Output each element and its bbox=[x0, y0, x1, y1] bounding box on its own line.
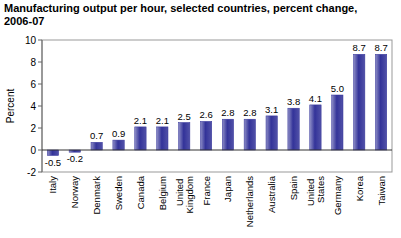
y-axis-label: Percent bbox=[5, 89, 16, 124]
data-label: -0.5 bbox=[45, 157, 61, 168]
x-tick-label: Australia bbox=[266, 175, 277, 213]
data-label: 2.8 bbox=[243, 107, 256, 118]
y-tick bbox=[38, 172, 42, 173]
data-label: 2.1 bbox=[156, 115, 169, 126]
bar bbox=[222, 119, 233, 150]
data-label: -0.2 bbox=[67, 153, 83, 164]
x-tick-label: France bbox=[201, 176, 212, 206]
bar bbox=[91, 142, 102, 150]
data-label: 2.8 bbox=[221, 107, 234, 118]
y-tick-label: 10 bbox=[25, 35, 37, 46]
x-tick-label: Sweden bbox=[113, 176, 124, 210]
x-tick-label: Denmark bbox=[91, 176, 102, 215]
x-tick-label: Japan bbox=[222, 176, 233, 202]
data-label: 3.8 bbox=[287, 96, 300, 107]
data-label: 2.5 bbox=[178, 111, 191, 122]
zero-line bbox=[42, 150, 392, 151]
y-tick bbox=[38, 106, 42, 107]
bar bbox=[375, 54, 386, 150]
x-tick-label: United Kingdom bbox=[174, 176, 195, 214]
y-tick bbox=[38, 128, 42, 129]
data-label: 5.0 bbox=[331, 83, 344, 94]
bar bbox=[47, 150, 58, 156]
x-tick-label: Korea bbox=[354, 175, 365, 201]
title: Manufacturing output per hour, selected … bbox=[4, 2, 357, 27]
data-label: 0.7 bbox=[90, 130, 103, 141]
x-tick-label: United States bbox=[305, 176, 326, 206]
data-label: 8.7 bbox=[374, 42, 387, 53]
data-label: 3.1 bbox=[265, 104, 278, 115]
y-tick bbox=[38, 84, 42, 85]
y-tick bbox=[38, 62, 42, 63]
plot-frame bbox=[42, 40, 392, 172]
y-tick-label: -2 bbox=[27, 167, 36, 178]
y-tick-label: 4 bbox=[30, 101, 36, 112]
x-tick-label: Spain bbox=[288, 176, 299, 200]
bar bbox=[200, 121, 211, 150]
y-tick-label: 8 bbox=[30, 57, 36, 68]
data-label: 2.6 bbox=[199, 109, 212, 120]
bar bbox=[288, 108, 299, 150]
x-tick-label: Belgium bbox=[157, 176, 168, 210]
bar bbox=[113, 140, 124, 150]
data-label: 8.7 bbox=[353, 42, 366, 53]
bar bbox=[244, 119, 255, 150]
data-label: 2.1 bbox=[134, 115, 147, 126]
y-tick bbox=[38, 150, 42, 151]
bars bbox=[47, 54, 387, 155]
data-label: 0.9 bbox=[112, 128, 125, 139]
bar bbox=[310, 105, 321, 150]
data-label: 4.1 bbox=[309, 93, 322, 104]
bar bbox=[179, 123, 190, 151]
bar bbox=[332, 95, 343, 150]
y-tick-label: 2 bbox=[30, 123, 36, 134]
chart-container: Manufacturing output per hour, selected … bbox=[0, 0, 401, 238]
bar bbox=[135, 127, 146, 150]
x-tick-label: Canada bbox=[135, 175, 146, 209]
x-tick-label: Taiwan bbox=[376, 176, 387, 206]
x-tick-label: Italy bbox=[47, 176, 58, 194]
y-tick bbox=[38, 40, 42, 41]
bar bbox=[354, 54, 365, 150]
bar bbox=[157, 127, 168, 150]
y-tick-label: 0 bbox=[30, 145, 36, 156]
x-tick-label: Netherlands bbox=[244, 176, 255, 227]
x-tick-label: Norway bbox=[69, 176, 80, 208]
bar bbox=[266, 116, 277, 150]
x-tick-label: Germany bbox=[332, 176, 343, 215]
y-tick-label: 6 bbox=[30, 79, 36, 90]
chart-svg: Manufacturing output per hour, selected … bbox=[0, 0, 401, 238]
